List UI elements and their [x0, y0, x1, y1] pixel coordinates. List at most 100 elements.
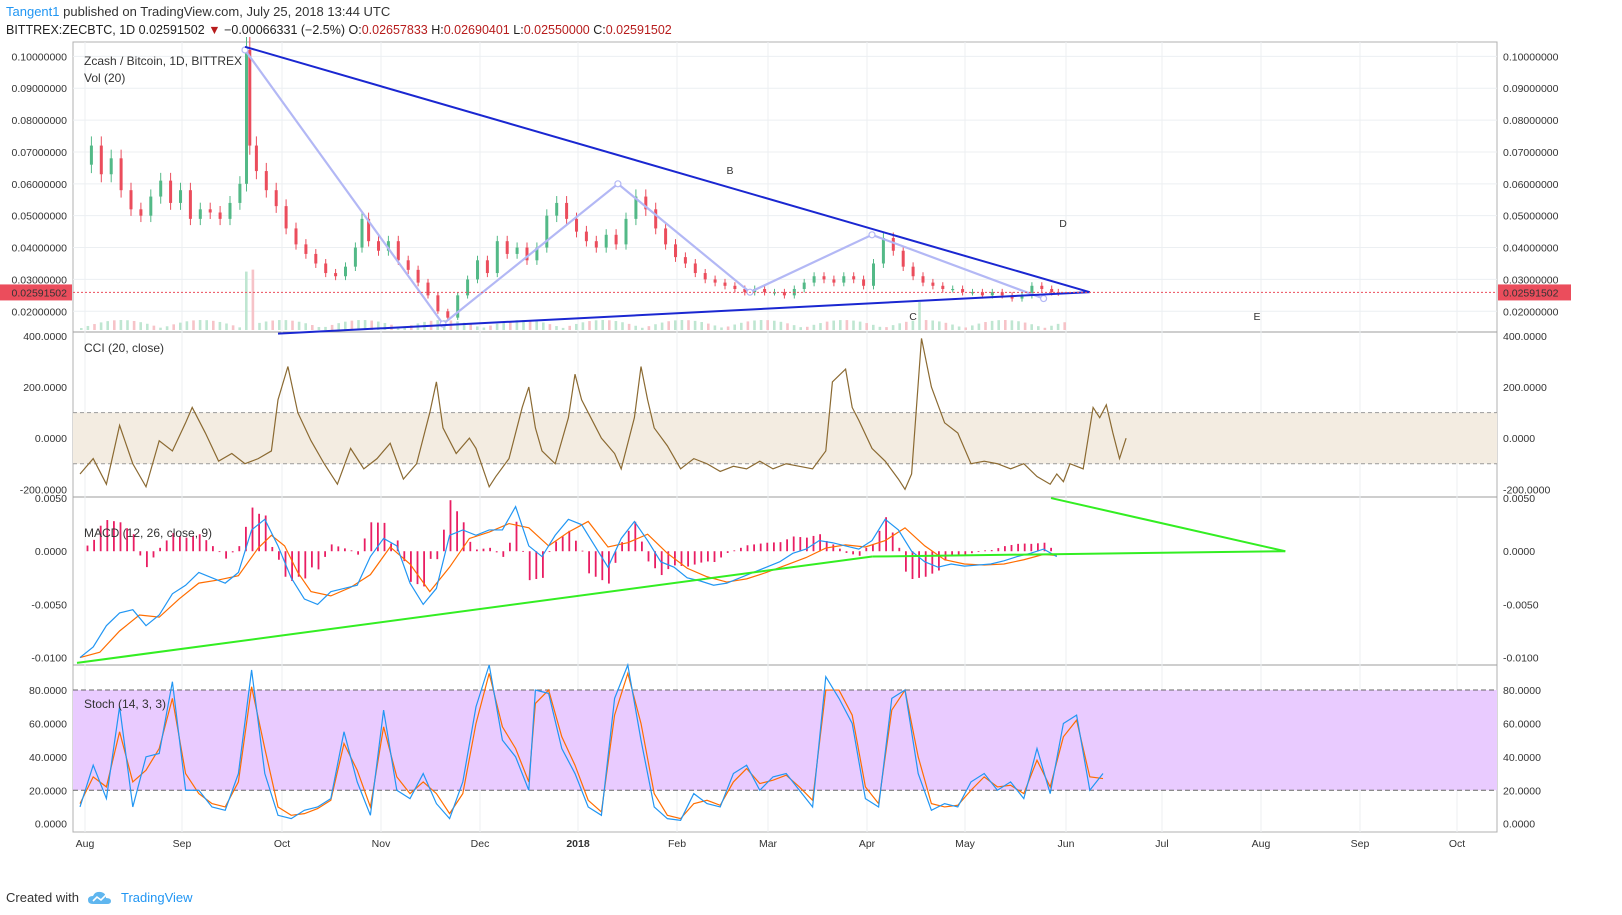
author-link[interactable]: Tangent1 [6, 4, 60, 19]
candle [743, 288, 747, 293]
macd-hist-bar [86, 545, 89, 552]
volume-bar [561, 327, 565, 330]
macd-hist-bar [911, 551, 914, 580]
macd-hist-bar [179, 535, 181, 552]
x-tick-label: Aug [1252, 838, 1271, 850]
macd-hist-bar [891, 532, 894, 552]
candle [515, 247, 519, 254]
macd-hist-bar [304, 551, 307, 579]
candle [304, 244, 308, 254]
volume-bar [185, 321, 189, 330]
macd-hist-bar [839, 548, 841, 552]
volume-bar [555, 326, 558, 330]
close-label: C: [593, 23, 606, 37]
macd-tick-left: 0.0000 [35, 546, 67, 558]
macd-hist-bar [126, 528, 128, 552]
macd-hist-bar [429, 551, 432, 559]
chart-svg[interactable]: Aug Sep Oct Nov Dec 2018 Feb Mar Apr May Jun Jul Aug… [0, 0, 1622, 880]
y-tick-label-right: 0.08000000 [1503, 115, 1559, 127]
volume-bar [132, 320, 136, 330]
volume-bar [786, 323, 789, 330]
macd-hist-bar [535, 551, 538, 580]
volume-bar [634, 325, 637, 330]
y-tick-label-left: 0.08000000 [12, 115, 68, 127]
candle [466, 279, 470, 296]
candle [495, 241, 499, 274]
x-tick-label: Aug [76, 838, 95, 850]
macd-hist-bar [324, 551, 326, 557]
volume-bar [938, 321, 941, 330]
volume-bar [509, 320, 512, 330]
volume-bar [152, 325, 156, 330]
volume-bar [726, 326, 730, 330]
macd-tick-left: 0.0050 [35, 493, 67, 505]
macd-hist-bar [271, 546, 274, 552]
candle [733, 285, 737, 289]
macd-hist-bar [423, 551, 425, 587]
volume-bar [330, 324, 334, 330]
volume-bar [469, 324, 472, 330]
macd-hist-bar [291, 551, 293, 581]
footer: Created with TradingView [6, 888, 193, 908]
volume-bar [806, 326, 809, 330]
candle [604, 234, 608, 248]
volume-bar [905, 321, 908, 330]
candle [664, 228, 668, 245]
macd-hist-bar [707, 551, 709, 562]
macd-hist-bar [311, 551, 313, 568]
volume-bar [588, 321, 591, 330]
macd-hist-bar [990, 550, 993, 552]
candle [446, 311, 450, 318]
volume-bar [852, 320, 855, 330]
macd-hist-bar [297, 551, 300, 577]
x-tick-label: Nov [372, 838, 391, 850]
candle [324, 263, 328, 274]
candle [208, 209, 212, 213]
macd-hist-bar [212, 546, 214, 552]
volume-bar [126, 320, 129, 330]
macd-hist-bar [113, 521, 115, 552]
volume-bar [581, 322, 585, 330]
volume-bar [86, 325, 90, 330]
volume-bar [832, 320, 835, 330]
volume-bar [753, 320, 756, 330]
volume-bar [93, 324, 96, 330]
high-label: H: [431, 23, 444, 37]
candle [314, 253, 318, 264]
candle [334, 273, 338, 277]
volume-bar [377, 321, 380, 330]
macd-hist-bar [647, 551, 650, 562]
volume-bar [278, 320, 281, 330]
volume-bar [839, 320, 842, 330]
ticker-bar: BITTREX:ZECBTC, 1D 0.02591502 ▼ −0.00066… [6, 21, 672, 39]
volume-bar [238, 327, 241, 330]
stoch-tick-right: 80.0000 [1503, 685, 1541, 697]
cci-tick-right: 200.0000 [1503, 382, 1547, 394]
macd-tick-right: 0.0050 [1503, 493, 1535, 505]
candle [634, 196, 638, 219]
volume-bar [192, 320, 195, 330]
macd-hist-bar [832, 544, 835, 552]
candle [763, 288, 767, 293]
open-label: O: [348, 23, 362, 37]
macd-hist-bar [852, 551, 854, 555]
macd-hist-bar [1030, 543, 1033, 552]
macd-hist-bar [172, 533, 175, 552]
candle [931, 282, 935, 286]
candle [179, 190, 182, 203]
candle [274, 190, 278, 207]
volume-bar [370, 320, 373, 330]
volume-bar [575, 323, 578, 330]
macd-hist-bar [542, 551, 544, 578]
candle [812, 276, 816, 283]
macd-hist-bar [667, 551, 670, 570]
macd-hist-bar [396, 540, 399, 552]
volume-bar [225, 323, 228, 330]
tradingview-link[interactable]: TradingView [120, 890, 193, 905]
candle [228, 202, 232, 219]
macd-hist-bar [858, 551, 861, 556]
candle [584, 231, 588, 242]
macd-hist-bar [337, 546, 340, 552]
macd-hist-bar [482, 548, 485, 552]
volume-bar [179, 322, 182, 330]
